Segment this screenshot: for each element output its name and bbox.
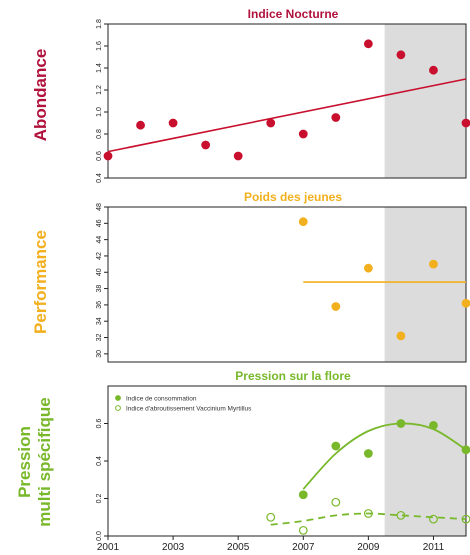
y-tick-label: 0.4	[96, 173, 103, 183]
side-label-performance: Performance	[31, 230, 50, 334]
x-tick-label: 2009	[357, 542, 380, 553]
chart-title: Poids des jeunes	[244, 190, 342, 204]
plot-frame	[107, 206, 467, 363]
y-tick-label: 30	[96, 350, 103, 358]
y-tick-label: 42	[96, 252, 103, 260]
legend-entry: Indice de consommation	[126, 396, 197, 403]
y-tick-label: 40	[96, 268, 103, 276]
y-tick-label: 44	[96, 236, 103, 244]
y-tick-label: 0.2	[96, 494, 103, 504]
data-point	[461, 445, 470, 455]
data-point	[461, 118, 470, 128]
series-fit-2	[270, 512, 467, 526]
y-tick-label: 1.8	[96, 19, 103, 29]
y-tick-label: 0.6	[96, 419, 103, 429]
y-tick-label: 0.0	[96, 531, 103, 541]
data-point	[298, 490, 308, 500]
data-point	[363, 509, 373, 518]
legend-marker	[115, 395, 121, 401]
x-tick-label: 2003	[162, 542, 185, 553]
x-tick-label: 2005	[227, 542, 250, 553]
data-point	[331, 302, 341, 311]
data-point	[298, 217, 308, 227]
data-point	[429, 65, 438, 75]
data-point	[396, 331, 406, 341]
data-point	[233, 151, 243, 161]
legend-entry: Indice d'abroutissement Vaccinium Myrtil…	[126, 406, 252, 413]
data-point	[429, 420, 438, 430]
y-tick-label: 0.6	[96, 151, 103, 161]
data-point	[429, 514, 438, 524]
chart-title: Pression sur la flore	[235, 369, 351, 383]
legend-marker	[115, 405, 121, 411]
data-point	[298, 525, 308, 535]
data-point	[298, 129, 308, 139]
shaded-region	[384, 207, 466, 362]
data-point	[363, 449, 373, 458]
data-point	[396, 419, 406, 428]
shaded-region	[384, 24, 466, 178]
data-point	[331, 441, 341, 451]
data-point	[331, 113, 341, 122]
panel-3: Pression sur la flore 0.0 0.2 0.4 0.6 2001 200…	[96, 369, 470, 553]
y-tick-label: 46	[96, 219, 103, 227]
trend-line	[107, 78, 467, 153]
panel-2: Poids des jeunes 30 32 34 36 38 40 42 44 46 48	[96, 190, 470, 363]
data-point	[461, 298, 470, 308]
y-tick-label: 0.4	[96, 456, 103, 466]
y-tick-label: 0.8	[96, 129, 103, 139]
chart-panels: Indice Nocturne 0.4 0.6 0.8 1.0 1.2 1.4 1.6 1.8 P…	[96, 7, 470, 553]
plot-frame	[107, 23, 467, 179]
x-tick-label: 2001	[97, 542, 120, 553]
y-tick-label: 1.0	[96, 107, 103, 117]
chart-title: Indice Nocturne	[248, 7, 339, 21]
y-tick-label: 38	[96, 285, 103, 293]
data-point	[396, 510, 406, 520]
y-tick-label: 36	[96, 301, 103, 309]
data-point	[266, 512, 276, 522]
data-point	[136, 120, 145, 130]
y-tick-label: 32	[96, 334, 103, 342]
y-tick-label: 48	[96, 203, 103, 211]
data-point	[396, 50, 406, 60]
side-label-abondance: Abondance	[31, 49, 50, 142]
data-point	[331, 497, 341, 507]
data-point	[103, 151, 113, 161]
side-label-pression-line1: Pression	[15, 426, 34, 498]
x-tick-label: 2011	[423, 542, 445, 553]
shaded-region	[384, 386, 466, 536]
data-point	[168, 118, 178, 128]
data-point	[429, 259, 438, 269]
y-tick-label: 1.6	[96, 41, 103, 51]
data-point	[266, 118, 276, 128]
data-point	[363, 263, 373, 273]
data-point	[201, 140, 211, 150]
panel-1: Indice Nocturne 0.4 0.6 0.8 1.0 1.2 1.4 1.6 1.8	[96, 7, 470, 183]
series-fit-1	[302, 422, 467, 490]
data-point	[363, 39, 373, 49]
y-tick-label: 1.4	[96, 63, 103, 73]
y-tick-label: 1.2	[96, 85, 103, 95]
y-tick-label: 34	[96, 317, 103, 325]
x-tick-label: 2007	[292, 542, 315, 553]
side-label-pression-line2: multi spécifique	[35, 397, 54, 526]
